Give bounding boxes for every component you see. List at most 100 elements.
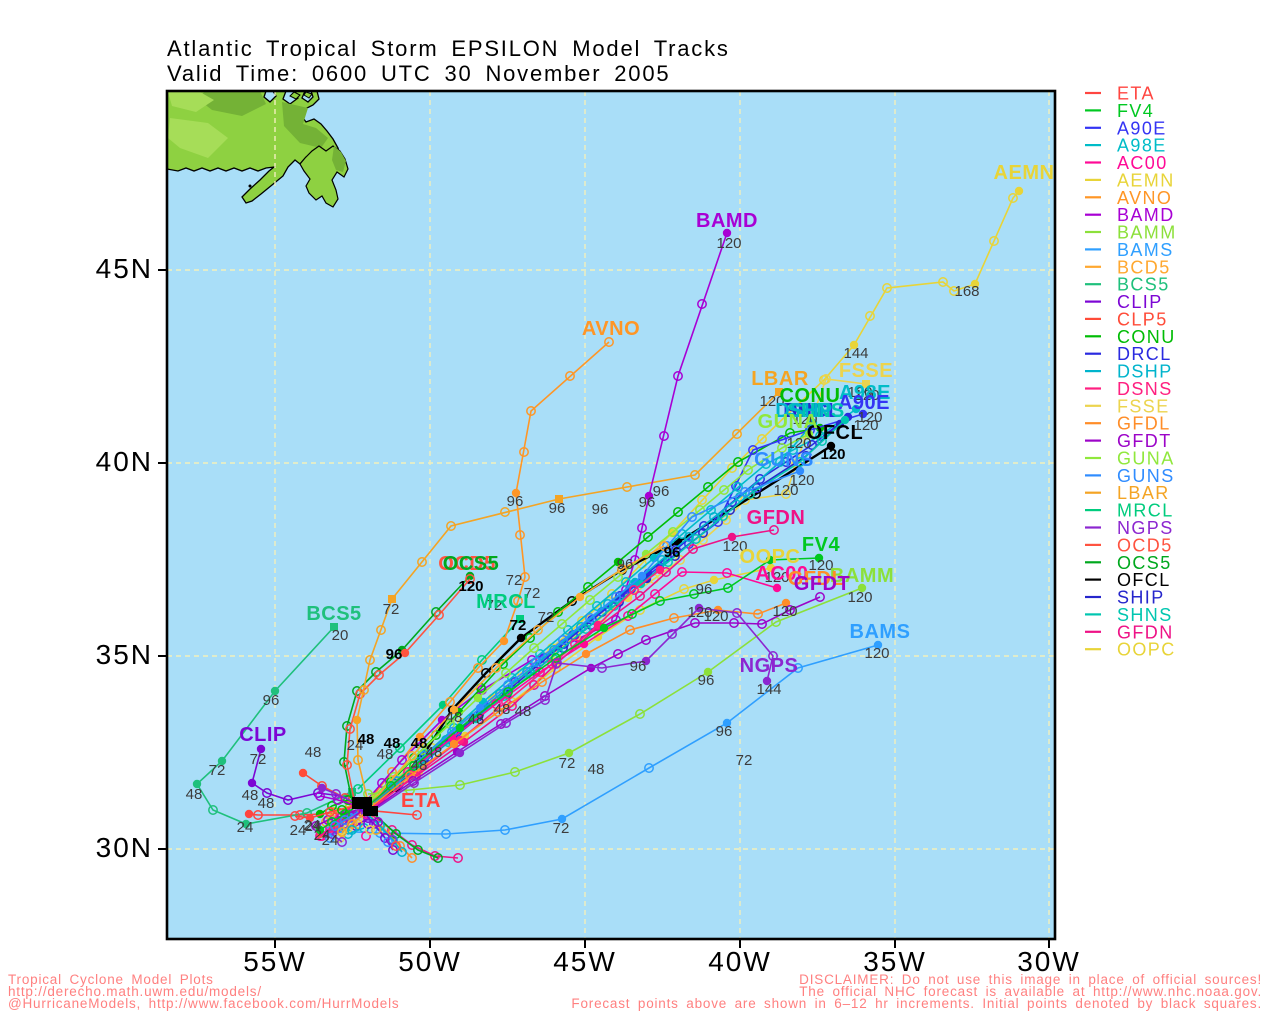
svg-text:72: 72	[559, 755, 576, 772]
svg-text:24: 24	[305, 818, 322, 835]
svg-text:DISCLAIMER: Do not use this im: DISCLAIMER: Do not use this image in pla…	[799, 972, 1262, 987]
svg-text:20: 20	[332, 627, 349, 644]
svg-text:35W: 35W	[863, 946, 927, 977]
svg-text:@HurricaneModels, http://www.f: @HurricaneModels, http://www.facebook.co…	[8, 996, 399, 1011]
svg-text:120: 120	[458, 578, 483, 595]
svg-text:120: 120	[792, 411, 817, 428]
svg-text:120: 120	[853, 417, 878, 434]
svg-text:24: 24	[322, 832, 339, 849]
svg-text:96: 96	[630, 658, 647, 675]
svg-text:96: 96	[507, 493, 524, 510]
svg-text:120: 120	[687, 604, 712, 621]
svg-text:BCS5: BCS5	[306, 603, 361, 625]
svg-text:72: 72	[506, 572, 523, 589]
svg-text:120: 120	[864, 645, 889, 662]
svg-text:ETA: ETA	[401, 790, 441, 812]
svg-text:48: 48	[186, 786, 203, 803]
svg-text:48: 48	[411, 735, 428, 752]
svg-text:48: 48	[242, 787, 259, 804]
svg-text:120: 120	[716, 235, 741, 252]
svg-text:BAMS: BAMS	[1117, 240, 1174, 260]
svg-text:144: 144	[756, 681, 781, 698]
svg-text:OFCL: OFCL	[807, 422, 863, 444]
svg-text:GFDT: GFDT	[794, 573, 850, 595]
svg-text:72: 72	[538, 609, 555, 626]
svg-text:DSHP: DSHP	[1117, 362, 1173, 382]
svg-text:BCS5: BCS5	[1117, 275, 1170, 295]
svg-text:120: 120	[847, 384, 872, 401]
svg-text:96: 96	[263, 692, 280, 709]
svg-text:SHNS: SHNS	[1117, 605, 1173, 625]
svg-text:http://derecho.math.uwm.edu/mo: http://derecho.math.uwm.edu/models/	[8, 984, 262, 999]
svg-text:30N: 30N	[96, 832, 153, 863]
svg-text:OOPC: OOPC	[740, 546, 801, 568]
svg-text:24: 24	[347, 737, 364, 754]
svg-text:96: 96	[696, 581, 713, 598]
svg-text:120: 120	[772, 603, 797, 620]
svg-text:OCD5: OCD5	[1117, 535, 1173, 555]
svg-text:DRCL: DRCL	[1117, 344, 1172, 364]
svg-text:DSNS: DSNS	[1117, 379, 1173, 399]
svg-text:GFDN: GFDN	[1117, 622, 1174, 642]
svg-text:LBAR: LBAR	[751, 368, 809, 390]
svg-text:96: 96	[653, 483, 670, 500]
svg-text:48: 48	[515, 703, 532, 720]
svg-text:35N: 35N	[96, 639, 153, 670]
svg-text:SHIP: SHIP	[1117, 588, 1165, 608]
svg-text:72: 72	[524, 585, 541, 602]
svg-text:48: 48	[411, 757, 428, 774]
svg-text:48: 48	[384, 735, 401, 752]
svg-text:SHNS: SHNS	[787, 400, 845, 422]
svg-text:OCD5: OCD5	[438, 553, 496, 575]
svg-text:AVNO: AVNO	[582, 318, 640, 340]
svg-text:45W: 45W	[553, 946, 617, 977]
svg-text:BAMD: BAMD	[696, 210, 758, 232]
svg-text:72: 72	[383, 601, 400, 618]
svg-text:50W: 50W	[398, 946, 462, 977]
svg-text:AC00: AC00	[755, 563, 808, 585]
svg-text:AEMN: AEMN	[1117, 170, 1175, 190]
svg-text:48: 48	[426, 744, 443, 761]
svg-text:120: 120	[789, 472, 814, 489]
svg-text:GFDL: GFDL	[1117, 414, 1171, 434]
svg-text:AVNO: AVNO	[1117, 188, 1172, 208]
svg-text:72: 72	[486, 597, 503, 614]
svg-text:48: 48	[258, 795, 275, 812]
svg-text:FV4: FV4	[802, 534, 841, 556]
svg-text:GUNA: GUNA	[758, 411, 819, 433]
svg-text:LBAR: LBAR	[1117, 483, 1170, 503]
svg-text:OOPC: OOPC	[1117, 640, 1176, 660]
svg-text:48: 48	[377, 746, 394, 763]
svg-text:OCS5: OCS5	[1117, 553, 1172, 573]
svg-text:24: 24	[314, 827, 331, 844]
svg-text:120: 120	[857, 409, 882, 426]
svg-text:24: 24	[237, 819, 254, 836]
svg-text:MRCL: MRCL	[476, 591, 536, 613]
svg-text:72: 72	[510, 617, 527, 634]
svg-text:24: 24	[290, 822, 307, 839]
svg-text:GFDL: GFDL	[788, 568, 844, 590]
svg-text:48: 48	[588, 761, 605, 778]
svg-text:144: 144	[843, 345, 868, 362]
svg-text:Forecast points above are show: Forecast points above are shown in 6–12 …	[571, 996, 1262, 1011]
svg-text:96: 96	[386, 646, 403, 663]
svg-text:120: 120	[854, 387, 879, 404]
svg-text:BAMD: BAMD	[1117, 205, 1175, 225]
svg-text:ETA: ETA	[1117, 84, 1155, 104]
svg-text:120: 120	[847, 589, 872, 606]
svg-text:55W: 55W	[243, 946, 307, 977]
svg-text:72: 72	[736, 752, 753, 769]
svg-text:FSSE: FSSE	[839, 360, 893, 382]
svg-text:OFCL: OFCL	[1117, 570, 1171, 590]
svg-text:CLIP: CLIP	[239, 724, 287, 746]
svg-text:OCS5: OCS5	[443, 553, 499, 575]
svg-text:96: 96	[698, 672, 715, 689]
svg-text:40W: 40W	[708, 946, 772, 977]
svg-text:24: 24	[304, 817, 321, 834]
svg-text:120: 120	[808, 557, 833, 574]
svg-text:48: 48	[468, 711, 485, 728]
svg-text:MRCL: MRCL	[1117, 501, 1174, 521]
svg-text:72: 72	[250, 751, 267, 768]
svg-text:Valid Time: 0600 UTC 30 Novemb: Valid Time: 0600 UTC 30 November 2005	[167, 61, 670, 86]
svg-text:GUNA: GUNA	[1117, 449, 1175, 469]
